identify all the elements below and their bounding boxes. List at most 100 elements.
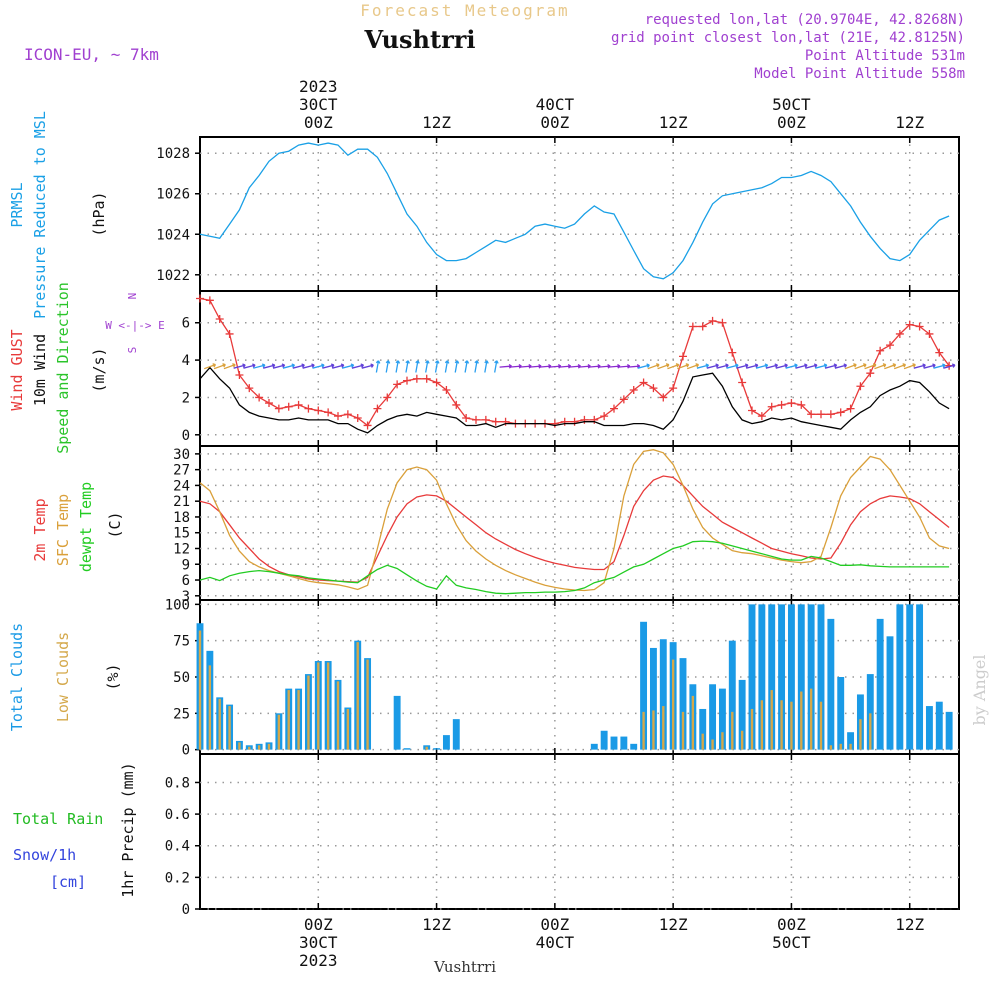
total-cloud-bar [610, 736, 618, 750]
wind-dir-arrow [834, 363, 848, 369]
total-cloud-bar [600, 730, 608, 750]
y-tick-label: 2 [182, 390, 190, 406]
wind-dir-arrow [677, 363, 690, 370]
wind-dir-arrow [405, 360, 410, 373]
gust-marker [324, 408, 333, 417]
low-cloud-bar [839, 743, 842, 750]
total-cloud-bar [797, 604, 805, 750]
low-cloud-bar [731, 711, 734, 750]
low-cloud-bar [809, 688, 813, 750]
top-axis-hour: 00Z [540, 113, 569, 132]
low-cloud-bar [800, 691, 803, 750]
wind-dir-arrow [854, 363, 867, 370]
top-axis-date: 50CT [772, 95, 811, 114]
wind-dir-arrow [874, 363, 887, 370]
temp-unit: (C) [106, 511, 124, 538]
wind-dir-arrow [434, 360, 440, 373]
low-cloud-bar [317, 662, 320, 750]
wind-dir-arrow [647, 363, 660, 370]
total-cloud-bar [590, 743, 598, 750]
wind-dir-arrow [302, 363, 315, 369]
wind-dir-arrow [706, 363, 719, 369]
temp2m-label: 2m Temp [31, 498, 49, 561]
bottom-axis-year: 2023 [299, 951, 338, 970]
top-axis-hour: 00Z [304, 113, 333, 132]
wind-dir-label: Speed and Direction [54, 282, 72, 454]
y-tick-label: 100 [165, 597, 190, 613]
low-cloud-bar [267, 743, 271, 750]
wind-dir-arrow [223, 363, 236, 370]
wind-dir-arrow [657, 363, 670, 370]
total-cloud-bar [738, 679, 746, 750]
low-cloud-bar [356, 642, 359, 750]
y-tick-label: 0 [182, 902, 190, 918]
y-tick-label: 24 [173, 478, 190, 494]
top-axis-hour: 12Z [895, 113, 924, 132]
point-altitude: Point Altitude 531m [805, 48, 965, 64]
gust-marker [886, 341, 894, 350]
gust-marker [550, 419, 559, 428]
bottom-axis-hour: 00Z [540, 915, 569, 934]
gust-marker [817, 410, 825, 419]
gust-marker [334, 412, 342, 421]
wind-dir-arrow [795, 363, 808, 369]
gust-marker [481, 415, 490, 424]
wind-dir-arrow [484, 360, 489, 373]
total-cloud-bar [827, 618, 835, 750]
gust-marker [915, 322, 924, 331]
low-cloud-bar [257, 745, 261, 750]
wind-dir-arrow [312, 363, 325, 369]
top-axis-year: 2023 [299, 77, 338, 96]
wind-dir-arrow [444, 360, 450, 373]
gust-marker [600, 412, 609, 421]
bottom-axis-hour: 12Z [659, 915, 688, 934]
total-cloud-bar [442, 735, 450, 750]
wind-dir-arrow [637, 363, 650, 369]
total-cloud-bar [718, 688, 726, 750]
total-cloud-bar [935, 701, 943, 750]
bottom-axis-hour: 00Z [777, 915, 806, 934]
y-tick-label: 25 [173, 706, 190, 722]
panel-pressure: 1022 1024 1026 1028 [156, 136, 960, 292]
low-cloud-bar [711, 739, 714, 750]
gust-marker [856, 382, 865, 391]
gust-marker [669, 384, 678, 393]
wind-dir-arrow [272, 363, 286, 369]
gust-marker [383, 393, 392, 402]
wind-dir-arrow [263, 363, 276, 369]
gust-marker [580, 415, 589, 424]
panel-frame [199, 753, 960, 910]
y-tick-label: 6 [182, 573, 190, 589]
gust-marker [205, 296, 214, 305]
gust-marker [807, 410, 816, 419]
wind-dir-arrow [696, 363, 710, 369]
gust-marker [393, 380, 402, 389]
wind-dir-arrow [943, 363, 956, 369]
y-tick-label: 12 [173, 541, 190, 557]
low-cloud-bar [721, 732, 724, 750]
gust-marker [757, 412, 766, 421]
bottom-axis-date: 40CT [536, 933, 575, 952]
wind-dir-arrow [454, 360, 460, 373]
panel-wind: 0 2 4 6 [182, 290, 960, 447]
panel-clouds: 0 25 50 75 100 [165, 597, 960, 759]
total-cloud-bar [847, 732, 855, 750]
credit: by Angel [970, 654, 989, 725]
wind-dir-arrow [923, 363, 936, 369]
low-cloud-bar [297, 690, 300, 750]
y-tick-label: 18 [173, 510, 190, 526]
total-clouds-label: Total Clouds [8, 623, 26, 731]
wind-label: 10m Wind [31, 334, 49, 406]
gust-marker [708, 316, 717, 325]
total-cloud-bar [709, 684, 717, 750]
gust-marker [905, 320, 914, 329]
total-cloud-bar [886, 636, 894, 750]
wind-gust-label: Wind GUST [8, 329, 26, 410]
low-cloud-bar [277, 714, 281, 750]
plot-area: 1022102410261028024636912151821242730025… [8, 77, 960, 970]
y-tick-label: 1024 [156, 227, 190, 243]
gust-marker [284, 402, 293, 411]
low-clouds-label: Low Clouds [54, 632, 72, 722]
y-tick-label: 0.4 [165, 839, 190, 855]
compass-north: N [126, 293, 139, 300]
